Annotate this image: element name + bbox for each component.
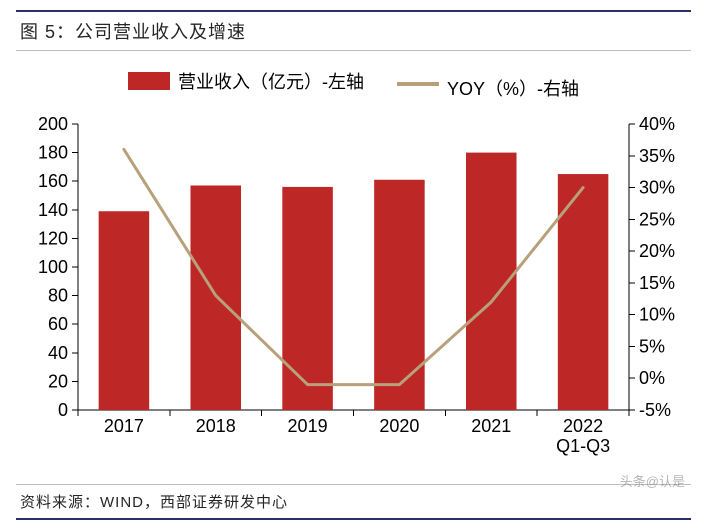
svg-text:2021: 2021 <box>471 416 511 436</box>
svg-text:10%: 10% <box>639 305 675 325</box>
legend-bar-swatch <box>128 72 170 90</box>
bar <box>99 211 150 410</box>
svg-text:2018: 2018 <box>196 416 236 436</box>
svg-text:35%: 35% <box>639 146 675 166</box>
legend: 营业收入（亿元）-左轴 YOY（%）-右轴 <box>0 68 707 101</box>
svg-text:30%: 30% <box>639 178 675 198</box>
svg-text:20: 20 <box>48 371 68 391</box>
bar <box>374 180 425 410</box>
svg-text:80: 80 <box>48 286 68 306</box>
svg-text:140: 140 <box>38 200 68 220</box>
svg-text:Q1-Q3: Q1-Q3 <box>556 436 610 456</box>
bar <box>282 187 333 410</box>
svg-text:2019: 2019 <box>288 416 328 436</box>
legend-line-swatch <box>397 82 439 86</box>
svg-text:15%: 15% <box>639 273 675 293</box>
svg-text:20%: 20% <box>639 241 675 261</box>
svg-text:-5%: -5% <box>639 400 671 420</box>
svg-text:160: 160 <box>38 171 68 191</box>
svg-text:60: 60 <box>48 314 68 334</box>
legend-bar-label: 营业收入（亿元）-左轴 <box>178 68 364 94</box>
svg-text:0%: 0% <box>639 368 665 388</box>
bar <box>191 185 242 410</box>
svg-text:25%: 25% <box>639 209 675 229</box>
source-bar: 资料来源：WIND，西部证券研发中心 <box>16 484 691 520</box>
chart-svg: 0 20 40 60 80 100 120 140 160 180 200 -5% 0% 5% 10% 15%… <box>16 98 691 470</box>
svg-text:5%: 5% <box>639 336 665 356</box>
figure-title: 图 5：公司营业收入及增速 <box>20 22 246 42</box>
plot-area: 0 20 40 60 80 100 120 140 160 180 200 -5% 0% 5% 10% 15%… <box>16 98 691 470</box>
legend-bar: 营业收入（亿元）-左轴 <box>128 68 364 94</box>
svg-text:0: 0 <box>58 400 68 420</box>
svg-text:200: 200 <box>38 114 68 134</box>
watermark: 头条@认是 <box>620 471 685 490</box>
source-text: 资料来源：WIND，西部证券研发中心 <box>20 494 288 511</box>
svg-text:120: 120 <box>38 228 68 248</box>
title-bar: 图 5：公司营业收入及增速 <box>16 10 691 51</box>
svg-text:2022: 2022 <box>563 416 603 436</box>
chart-frame: 图 5：公司营业收入及增速 营业收入（亿元）-左轴 YOY（%）-右轴 0 20 4… <box>0 0 707 532</box>
svg-text:40: 40 <box>48 343 68 363</box>
svg-text:2017: 2017 <box>104 416 144 436</box>
svg-text:40%: 40% <box>639 114 675 134</box>
svg-text:100: 100 <box>38 257 68 277</box>
svg-text:180: 180 <box>38 143 68 163</box>
svg-text:2020: 2020 <box>379 416 419 436</box>
